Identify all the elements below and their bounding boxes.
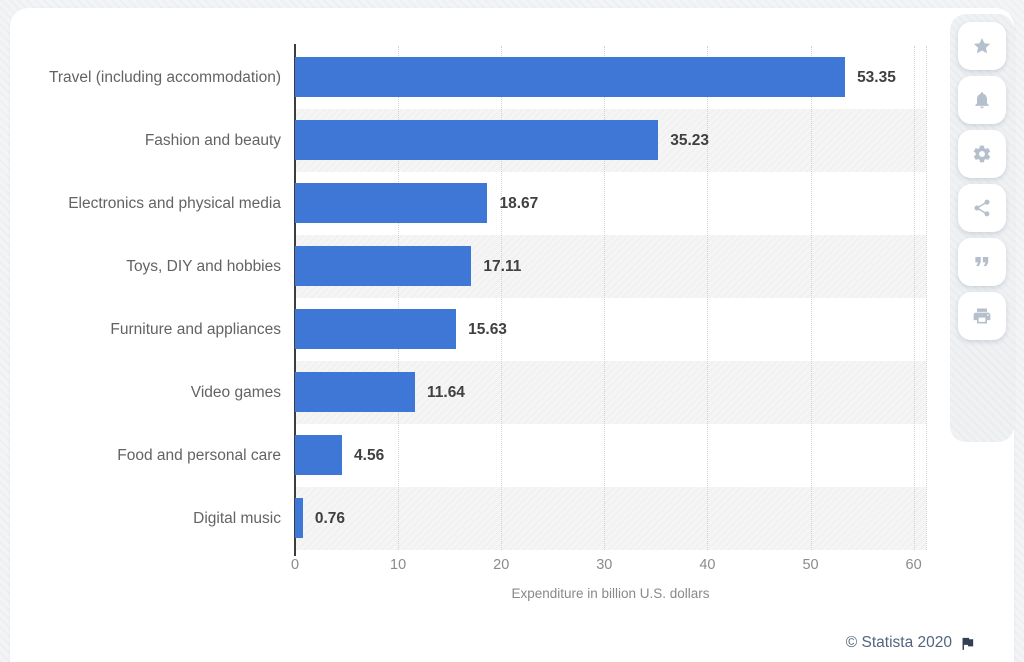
bar-chart: Travel (including accommodation) 53.35 Fas… (30, 44, 927, 601)
favorite-button[interactable] (958, 22, 1006, 70)
chart-rows: Travel (including accommodation) 53.35 Fas… (30, 44, 927, 556)
category-label: Furniture and appliances (110, 320, 281, 338)
bell-icon (975, 92, 989, 109)
copyright-footer: © Statista 2020 (846, 634, 976, 652)
printer-icon (973, 308, 991, 324)
category-label: Fashion and beauty (144, 131, 281, 149)
chart-card: Travel (including accommodation) 53.35 Fas… (10, 8, 1014, 662)
bar-value-label: 11.64 (427, 383, 465, 401)
row-band: 15.63 (295, 298, 926, 361)
cite-button[interactable] (958, 238, 1006, 286)
x-tick-label: 30 (596, 557, 613, 573)
quote-icon (975, 257, 989, 267)
x-axis-ticks: 0 10 20 30 40 50 60 (291, 557, 926, 577)
gear-icon (973, 145, 991, 163)
category-label: Video games (190, 383, 281, 401)
row-band: 17.11 (295, 235, 926, 298)
star-icon (973, 38, 991, 54)
row-band: 4.56 (295, 424, 926, 487)
print-button[interactable] (958, 292, 1006, 340)
bar (295, 435, 343, 475)
x-tick-label: 40 (699, 557, 716, 573)
bar (295, 498, 303, 538)
bar-value-label: 15.63 (468, 320, 507, 338)
x-axis-title: Expenditure in billion U.S. dollars (511, 586, 710, 601)
bar (295, 372, 415, 412)
row-band: 18.67 (295, 172, 926, 235)
x-tick-label: 0 (290, 557, 300, 573)
action-toolbar (950, 14, 1014, 442)
bar (295, 57, 846, 97)
category-label: Electronics and physical media (68, 194, 281, 212)
bar (295, 183, 488, 223)
bar-value-label: 53.35 (857, 68, 896, 86)
x-tick-label: 50 (802, 557, 819, 573)
alerts-button[interactable] (958, 76, 1006, 124)
gridline (926, 46, 927, 550)
category-label: Toys, DIY and hobbies (126, 257, 281, 275)
flag-icon[interactable] (959, 635, 976, 652)
category-label: Digital music (193, 509, 281, 527)
chart-row: Food and personal care 4.56 (30, 424, 926, 487)
bar (295, 309, 457, 349)
chart-row: Furniture and appliances 15.63 (30, 298, 926, 361)
bar-value-label: 35.23 (670, 131, 710, 149)
row-band: 0.76 (295, 487, 926, 550)
bar-value-label: 18.67 (499, 194, 539, 212)
x-tick-label: 20 (493, 557, 510, 573)
share-icon (974, 199, 990, 217)
chart-row: Digital music 0.76 (30, 487, 926, 550)
category-label: Travel (including accommodation) (48, 68, 281, 86)
chart-row: Electronics and physical media 18.67 (30, 172, 926, 235)
bar-value-label: 17.11 (483, 257, 522, 275)
bar-value-label: 0.76 (314, 509, 345, 527)
row-band: 11.64 (295, 361, 926, 424)
bar-value-label: 4.56 (354, 446, 385, 464)
bar (295, 246, 472, 286)
category-label: Food and personal care (117, 446, 281, 464)
share-button[interactable] (958, 184, 1006, 232)
row-band: 35.23 (295, 109, 926, 172)
chart-row: Travel (including accommodation) 53.35 (30, 46, 926, 109)
bar (295, 120, 659, 160)
x-tick-label: 60 (905, 557, 922, 573)
row-band: 53.35 (295, 46, 926, 109)
chart-row: Fashion and beauty 35.23 (30, 109, 926, 172)
copyright-text: © Statista 2020 (845, 634, 952, 651)
chart-row: Toys, DIY and hobbies 17.11 (30, 235, 926, 298)
x-tick-label: 10 (390, 557, 407, 573)
chart-row: Video games 11.64 (30, 361, 926, 424)
settings-button[interactable] (958, 130, 1006, 178)
